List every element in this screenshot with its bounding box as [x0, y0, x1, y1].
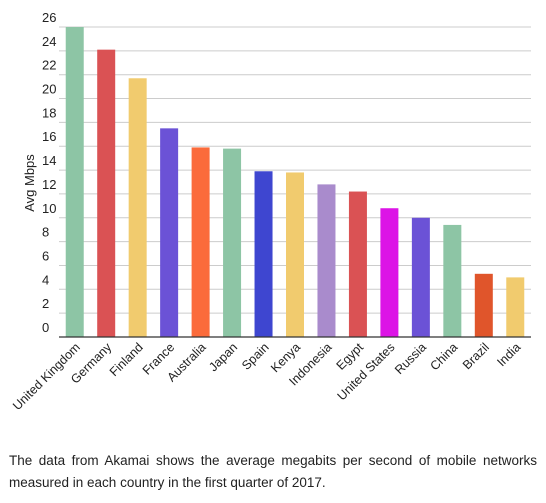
x-category-label: India: [494, 340, 523, 369]
y-tick-label: 18: [42, 105, 56, 120]
y-tick-label: 10: [42, 201, 56, 216]
bar: [160, 128, 179, 337]
bar: [411, 217, 430, 337]
chart-caption: The data from Akamai shows the average m…: [9, 453, 537, 490]
y-axis-label: Avg Mbps: [22, 154, 37, 212]
x-category-label: Spain: [239, 340, 272, 373]
bar: [223, 148, 242, 337]
y-tick-label: 12: [42, 177, 56, 192]
y-tick-label: 26: [42, 10, 56, 25]
bar: [65, 27, 84, 337]
bar: [474, 273, 493, 337]
y-tick-label: 24: [42, 34, 56, 49]
y-tick-label: 22: [42, 58, 56, 73]
x-category-label: Brazil: [460, 340, 492, 372]
y-tick-label: 16: [42, 129, 56, 144]
bar: [506, 277, 525, 337]
bar: [380, 208, 399, 337]
bar: [348, 191, 367, 337]
x-category-label: Russia: [392, 340, 429, 377]
y-tick-label: 20: [42, 82, 56, 97]
bars: [65, 27, 525, 338]
x-axis-labels: United KingdomGermanyFinlandFranceAustra…: [10, 340, 523, 413]
y-tick-label: 4: [42, 272, 49, 287]
bar: [128, 78, 147, 338]
bar: [254, 171, 273, 337]
x-category-label: China: [427, 340, 460, 373]
x-category-label: Japan: [206, 340, 240, 374]
y-tick-label: 6: [42, 248, 49, 263]
x-category-label: Finland: [107, 340, 146, 379]
bar: [317, 184, 336, 337]
y-tick-label: 2: [42, 296, 49, 311]
y-tick-label: 14: [42, 153, 56, 168]
bar: [286, 172, 304, 337]
bar: [443, 224, 462, 337]
bar: [191, 147, 210, 337]
bar: [97, 49, 116, 338]
y-tick-label: 8: [42, 225, 49, 240]
y-tick-label: 0: [42, 320, 49, 335]
